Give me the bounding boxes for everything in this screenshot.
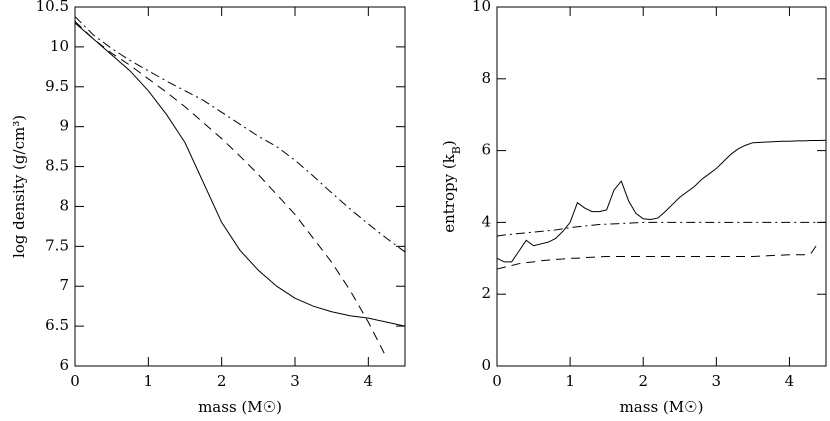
plot-frame xyxy=(74,6,406,367)
y-tick-label: 9 xyxy=(59,117,69,135)
y-tick-label: 10 xyxy=(472,0,491,15)
x-tick-label: 1 xyxy=(565,372,575,390)
y-axis-label: entropy (kB) xyxy=(440,140,463,233)
y-tick-label: 6 xyxy=(59,356,69,374)
x-tick-label: 4 xyxy=(785,372,795,390)
y-tick-label: 6.5 xyxy=(45,316,69,334)
x-tick-label: 1 xyxy=(144,372,154,390)
y-tick-label: 4 xyxy=(481,212,491,230)
x-axis-label: mass (M☉) xyxy=(198,398,282,416)
x-tick-label: 4 xyxy=(364,372,374,390)
panel: 0 1 2 3 4 0 2 4 6 8 10 mass (M☉) entropy (kB) xyxy=(440,0,827,416)
line-series xyxy=(74,20,388,359)
y-axis-label-part: entropy (k xyxy=(440,153,458,232)
x-tick-label: 0 xyxy=(492,372,502,390)
plot-frame xyxy=(496,6,827,367)
y-tick-label: 2 xyxy=(481,284,491,302)
x-tick-label: 3 xyxy=(712,372,722,390)
x-tick-label: 3 xyxy=(290,372,300,390)
x-axis-label: mass (M☉) xyxy=(620,398,704,416)
line-series xyxy=(496,139,827,263)
panel: 0 1 2 3 4 6 6.5 7 7.5 8 8.5 9 9.5 10 10.5 mass (M☉) log … xyxy=(10,0,406,416)
x-tick-label: 2 xyxy=(217,372,227,390)
y-axis-label-part: B xyxy=(450,146,463,154)
line-series xyxy=(74,22,406,327)
y-axis-label: log density (g/cm³) xyxy=(10,115,28,258)
y-tick-label: 8.5 xyxy=(45,157,69,175)
line-series xyxy=(496,241,820,270)
y-tick-label: 7 xyxy=(59,276,69,294)
y-tick-label: 8 xyxy=(481,69,491,87)
y-tick-label: 0 xyxy=(481,356,491,374)
y-tick-label: 10.5 xyxy=(36,0,69,15)
y-tick-label: 8 xyxy=(59,196,69,214)
y-tick-label: 9.5 xyxy=(45,77,69,95)
y-tick-label: 7.5 xyxy=(45,236,69,254)
line-series xyxy=(74,16,406,253)
y-tick-label: 6 xyxy=(481,141,491,159)
line-series xyxy=(496,221,826,237)
x-tick-label: 2 xyxy=(638,372,648,390)
x-tick-label: 0 xyxy=(70,372,80,390)
y-tick-label: 10 xyxy=(50,37,69,55)
y-axis-label-part: ) xyxy=(440,140,458,146)
